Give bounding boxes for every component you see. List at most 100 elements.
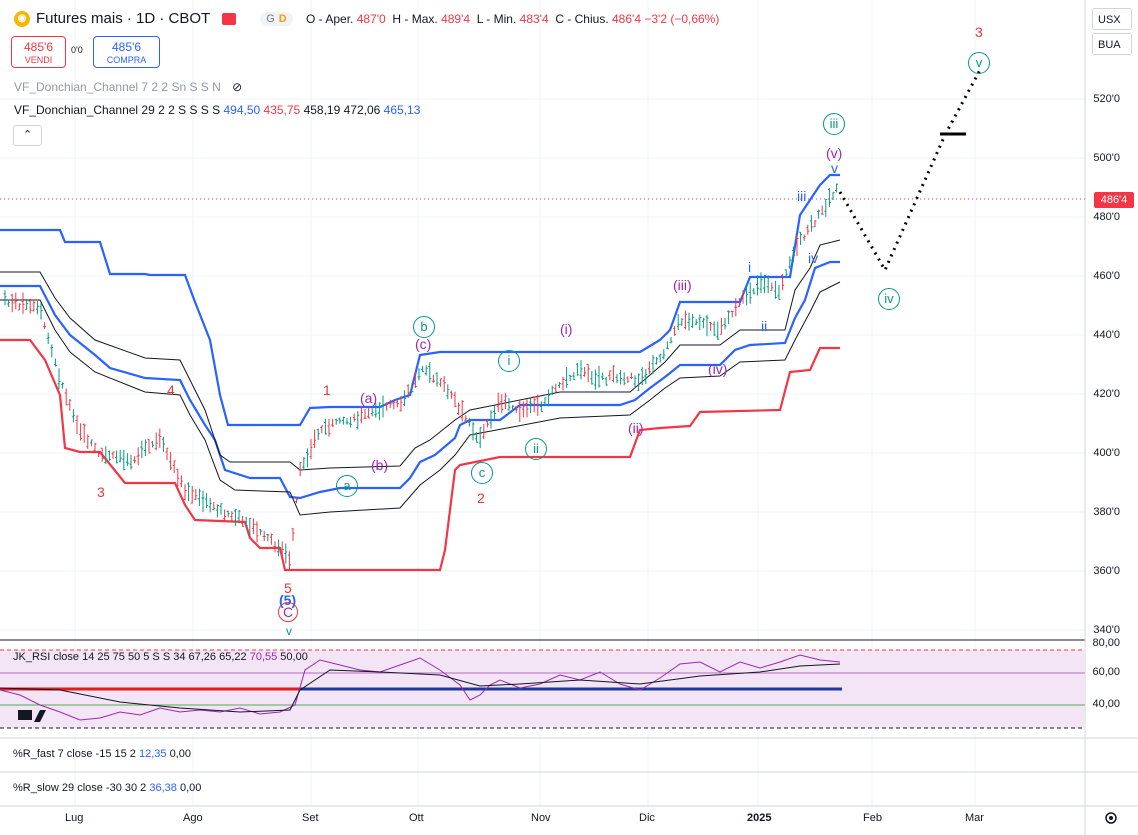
wave-iv-circle: iv	[878, 288, 900, 310]
rsi-line-black	[0, 663, 841, 713]
wave-4: 4	[167, 382, 175, 398]
close-label: C - Chius.	[555, 12, 609, 26]
wave-a-paren: (a)	[360, 390, 378, 406]
currency-selector[interactable]: USX	[1092, 8, 1132, 30]
wave-ii-minor: ii	[761, 318, 768, 334]
session-selector[interactable]: BUA	[1092, 33, 1132, 55]
donchian-lower-red	[0, 338, 840, 572]
session-label: BUA	[1098, 39, 1121, 51]
time-label-dic: Dic	[639, 812, 655, 824]
wave-ii-circle: ii	[525, 438, 547, 460]
high-label: H - Max.	[392, 12, 438, 26]
rsi-line-purple	[0, 654, 841, 721]
donchian-upper-blue	[0, 173, 840, 427]
rslow-value-1: 36,38	[149, 782, 177, 794]
time-label-mar: Mar	[965, 812, 984, 824]
indicator-donchian-1-label: VF_Donchian_Channel 7 2 2 Sn S S N	[14, 80, 221, 94]
last-price-tag: 486'4	[1094, 192, 1134, 208]
projection-path	[838, 69, 982, 274]
price-label-380: 380'0	[1093, 506, 1120, 518]
rsi-axis-60: 60,00	[1092, 666, 1120, 678]
donchian-value-2: 435,75	[263, 103, 301, 117]
rsi-axis-40: 40,00	[1092, 698, 1120, 710]
spread: 0'0	[71, 45, 83, 55]
wave-iii-paren: (iii)	[673, 277, 692, 293]
pill-d: D	[278, 12, 287, 25]
donchian-value-5: 465,13	[383, 103, 421, 117]
wave-iv-paren: (iv)	[708, 361, 728, 377]
wave-i-paren: (i)	[560, 321, 573, 337]
donchian-mid-blue	[0, 260, 840, 500]
wave-ii-paren: (ii)	[628, 420, 644, 436]
wave-iv-minor: iv	[808, 250, 819, 266]
low-value: 483'4	[519, 12, 549, 26]
price-label-460: 460'0	[1093, 270, 1120, 282]
wave-a-circle: a	[336, 475, 358, 497]
rsi-value-1: 67,26	[188, 651, 217, 663]
time-label-nov: Nov	[531, 812, 551, 824]
open-label: O - Aper.	[306, 12, 354, 26]
wave-v-circle: v	[968, 52, 990, 74]
wave-v-minor: v	[831, 160, 838, 176]
wave-2: 2	[477, 490, 485, 506]
high-value: 489'4	[441, 12, 471, 26]
currency-label: USX	[1098, 14, 1121, 26]
rfast-legend[interactable]: %R_fast 7 close -15 15 2 12,35 0,00	[13, 748, 191, 760]
wave-3: 3	[97, 484, 105, 500]
pill-g: G	[266, 12, 275, 25]
wave-c-bottom: C	[278, 602, 298, 622]
wave-v-paren: (v)	[826, 145, 843, 161]
price-label-400: 400'0	[1093, 447, 1120, 459]
gear-icon[interactable]	[1105, 812, 1117, 824]
collapse-indicators-button[interactable]: ⌃	[13, 125, 42, 146]
indicator-donchian-1[interactable]: VF_Donchian_Channel 7 2 2 Sn S S N ⊘	[14, 80, 242, 94]
wave-1: 1	[323, 382, 331, 398]
rsi-value-4: 50,00	[280, 651, 308, 663]
donchian-value-3: 458,19	[303, 103, 341, 117]
wave-iii-minor: iii	[797, 188, 807, 204]
change-value: −3'2 (−0,66%)	[644, 12, 720, 26]
indicator-donchian-2[interactable]: VF_Donchian_Channel 29 2 2 S S S S 494,5…	[14, 103, 420, 117]
wave-3-target: 3	[975, 24, 983, 40]
rfast-name: %R_fast 7 close -15 15 2	[13, 748, 136, 760]
buy-price: 485'6	[112, 40, 141, 54]
time-label-ago: Ago	[183, 812, 203, 824]
time-label-set: Set	[302, 812, 319, 824]
indicator-donchian-2-label: VF_Donchian_Channel 29 2 2 S S S S	[14, 103, 221, 117]
rsi-legend[interactable]: JK_RSI close 14 25 75 50 5 S S 34 67,26 …	[13, 651, 308, 663]
wave-c-paren: (c)	[415, 336, 432, 352]
price-label-420: 420'0	[1093, 388, 1120, 400]
session-pill[interactable]: G D	[260, 11, 293, 26]
sell-price: 485'6	[24, 40, 53, 54]
rsi-value-3: 70,55	[249, 651, 278, 663]
price-label-480: 480'0	[1093, 211, 1120, 223]
buy-button[interactable]: 485'6 COMPRA	[93, 36, 160, 68]
sell-button[interactable]: 485'6 VENDI	[11, 36, 66, 68]
price-label-440: 440'0	[1093, 329, 1120, 341]
alarm-icon[interactable]	[222, 12, 237, 25]
price-label-360: 360'0	[1093, 565, 1120, 577]
wave-i-minor: i	[748, 259, 752, 275]
rsi-value-2: 65,22	[219, 651, 247, 663]
price-label-340: 340'0	[1093, 624, 1120, 636]
wave-5: 5	[284, 580, 292, 596]
open-value: 487'0	[356, 12, 386, 26]
rfast-value-2: 0,00	[169, 748, 191, 760]
time-label-2025: 2025	[747, 812, 772, 824]
eye-off-icon[interactable]: ⊘	[232, 80, 243, 94]
sell-label: VENDI	[24, 55, 53, 65]
wave-b-circle: b	[413, 316, 435, 338]
rslow-legend[interactable]: %R_slow 29 close -30 30 2 36,38 0,00	[13, 782, 201, 794]
rslow-name: %R_slow 29 close -30 30 2	[13, 782, 147, 794]
time-label-lug: Lug	[65, 812, 84, 824]
wave-iii-circle: iii	[823, 113, 845, 135]
wave-i-circle: i	[498, 350, 520, 372]
rsi-axis-80: 80,00	[1092, 637, 1120, 649]
corn-coin-icon: ◉	[14, 10, 30, 27]
ohlc-readout: O - Aper. 487'0 H - Max. 489'4 L - Min. …	[306, 12, 719, 26]
donchian-band-upper-black	[0, 239, 841, 471]
wave-b-paren: (b)	[371, 457, 389, 473]
symbol-title: Futures mais · 1D · CBOT	[36, 10, 211, 27]
symbol-header[interactable]: ◉ Futures mais · 1D · CBOT G D	[14, 10, 293, 27]
